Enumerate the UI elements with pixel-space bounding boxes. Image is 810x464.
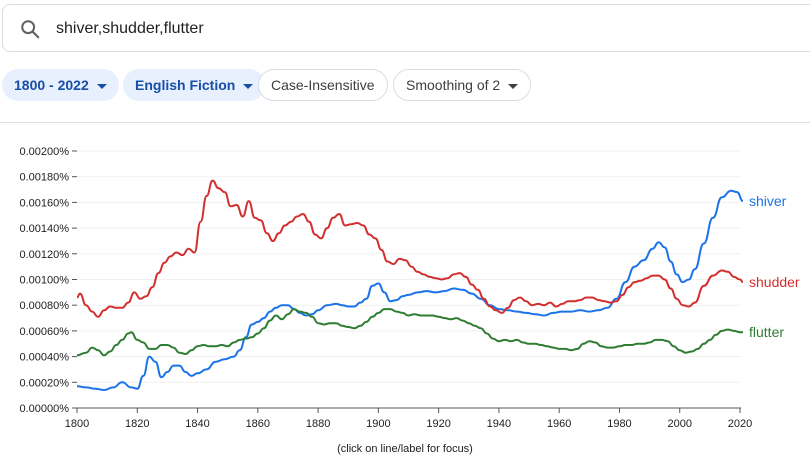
y-tick-label: 0.00140% (19, 223, 69, 235)
search-icon[interactable] (19, 18, 41, 40)
chevron-down-icon (243, 83, 254, 89)
y-tick-label: 0.00020% (19, 377, 69, 389)
case-insensitive-toggle[interactable]: Case-Insensitive (258, 69, 388, 101)
y-tick-label: 0.00000% (19, 403, 69, 415)
x-tick-label: 2000 (667, 418, 691, 430)
y-tick-label: 0.00060% (19, 326, 69, 338)
x-tick-label: 1880 (306, 418, 330, 430)
search-box[interactable]: shiver,shudder,flutter (2, 4, 810, 52)
x-tick-label: 1820 (125, 418, 149, 430)
x-tick-label: 2020 (728, 418, 752, 430)
x-tick-label: 1800 (65, 418, 89, 430)
date-range-dropdown[interactable]: 1800 - 2022 (2, 69, 119, 101)
y-tick-label: 0.00200% (19, 146, 69, 158)
divider (0, 122, 810, 123)
search-query[interactable]: shiver,shudder,flutter (56, 20, 204, 37)
corpus-dropdown[interactable]: English Fiction (123, 69, 266, 101)
case-label: Case-Insensitive (271, 77, 375, 93)
x-tick-label: 1940 (487, 418, 511, 430)
x-tick-label: 1960 (547, 418, 571, 430)
series-line-shudder[interactable] (76, 179, 744, 318)
y-tick-label: 0.00100% (19, 275, 69, 287)
series-label-flutter[interactable]: flutter (749, 324, 784, 340)
x-tick-label: 1840 (185, 418, 209, 430)
y-tick-label: 0.00040% (19, 352, 69, 364)
corpus-label: English Fiction (135, 77, 236, 93)
series-label-shudder[interactable]: shudder (749, 274, 800, 290)
focus-hint: (click on line/label for focus) (337, 443, 473, 455)
chevron-down-icon (508, 83, 519, 89)
smoothing-label: Smoothing of 2 (406, 77, 501, 93)
x-tick-label: 1860 (246, 418, 270, 430)
smoothing-dropdown[interactable]: Smoothing of 2 (393, 69, 532, 101)
ngram-chart: 0.00000% 0.00020% 0.00040% 0.00060% 0.00080%… (19, 146, 800, 430)
y-tick-label: 0.00120% (19, 249, 69, 261)
x-tick-label: 1920 (426, 418, 450, 430)
series-line-flutter[interactable] (76, 308, 743, 357)
series-label-shiver[interactable]: shiver (749, 193, 787, 209)
y-tick-label: 0.00160% (19, 197, 69, 209)
x-tick-label: 1980 (607, 418, 631, 430)
y-tick-label: 0.00180% (19, 172, 69, 184)
chevron-down-icon (96, 83, 107, 89)
x-tick-label: 1900 (366, 418, 390, 430)
series-line-shiver[interactable] (76, 189, 744, 391)
date-range-label: 1800 - 2022 (14, 77, 89, 93)
y-tick-label: 0.00080% (19, 300, 69, 312)
